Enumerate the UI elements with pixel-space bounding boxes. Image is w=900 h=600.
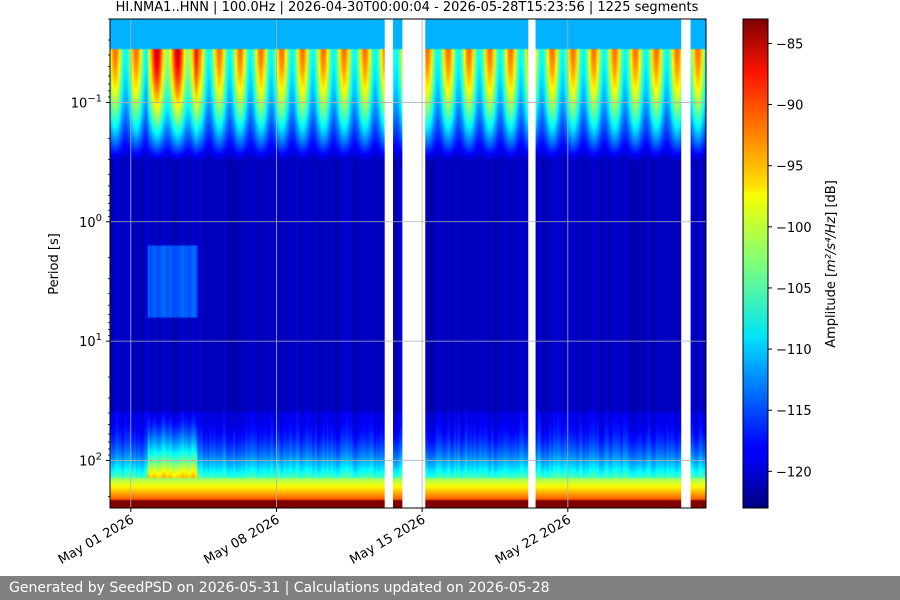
chart-title: HI.NMA1..HNN | 100.0Hz | 2026-04-30T00:0… — [116, 0, 699, 15]
plot-frame — [109, 18, 707, 509]
x-tick-label: May 01 2026 — [56, 512, 137, 567]
colorbar: −85 −90 −95 −100 −105 −110 −115 −120 Amplitude … — [742, 18, 839, 509]
grid-lines — [110, 19, 706, 508]
y-tick-label: 102 — [79, 452, 102, 470]
colorbar-gradient — [742, 18, 769, 509]
colorbar-label-suffix: ] [dB] — [824, 180, 839, 217]
colorbar-label-math: m²/s⁴/Hz — [824, 216, 839, 272]
data-gap — [402, 19, 426, 508]
y-tick-label-exponent: 2 — [96, 452, 102, 463]
x-tick-label: May 22 2026 — [493, 512, 574, 567]
y-tick-label-base: 10 — [79, 455, 96, 470]
y-tick-label-base: 10 — [71, 96, 88, 111]
colorbar-ticks: −85 −90 −95 −100 −105 −110 −115 −120 — [768, 37, 812, 480]
colorbar-tick-label: −95 — [776, 160, 803, 175]
y-tick-label-exponent: 0 — [96, 213, 102, 224]
y-tick-label-exponent: −1 — [87, 93, 102, 104]
y-tick-label: 101 — [79, 332, 102, 350]
colorbar-tick-label: −105 — [776, 282, 812, 297]
plot-area — [109, 18, 707, 509]
x-tick-label: May 08 2026 — [202, 512, 283, 567]
colorbar-label-prefix: Amplitude [ — [824, 272, 839, 348]
data-gap-layer — [384, 19, 691, 508]
colorbar-label: Amplitude [m²/s⁴/Hz] [dB] — [824, 180, 839, 348]
colorbar-tick-label: −120 — [776, 465, 812, 480]
x-tick-label: May 15 2026 — [347, 512, 428, 567]
colorbar-tick-label: −110 — [776, 343, 812, 358]
data-gap — [384, 19, 394, 508]
colorbar-tick-label: −115 — [776, 404, 812, 419]
colorbar-tick-label: −85 — [776, 37, 803, 52]
colorbar-tick-label: −90 — [776, 99, 803, 114]
data-gap — [681, 19, 691, 508]
y-tick-label-exponent: 1 — [96, 332, 102, 343]
data-gap — [528, 19, 536, 508]
y-axis-label: Period [s] — [47, 233, 62, 295]
footer-text: Generated by SeedPSD on 2026-05-31 | Cal… — [9, 580, 550, 596]
y-tick-label: 10−1 — [71, 93, 102, 111]
y-tick-label: 100 — [79, 213, 102, 231]
footer-bar: Generated by SeedPSD on 2026-05-31 | Cal… — [0, 576, 900, 600]
colorbar-tick-label: −100 — [776, 221, 812, 236]
psd-figure: HI.NMA1..HNN | 100.0Hz | 2026-04-30T00:0… — [47, 0, 839, 568]
y-tick-label-base: 10 — [79, 335, 96, 350]
x-axis: May 01 2026 May 08 2026 May 15 2026 May 22 … — [56, 508, 574, 568]
y-tick-label-base: 10 — [79, 216, 96, 231]
